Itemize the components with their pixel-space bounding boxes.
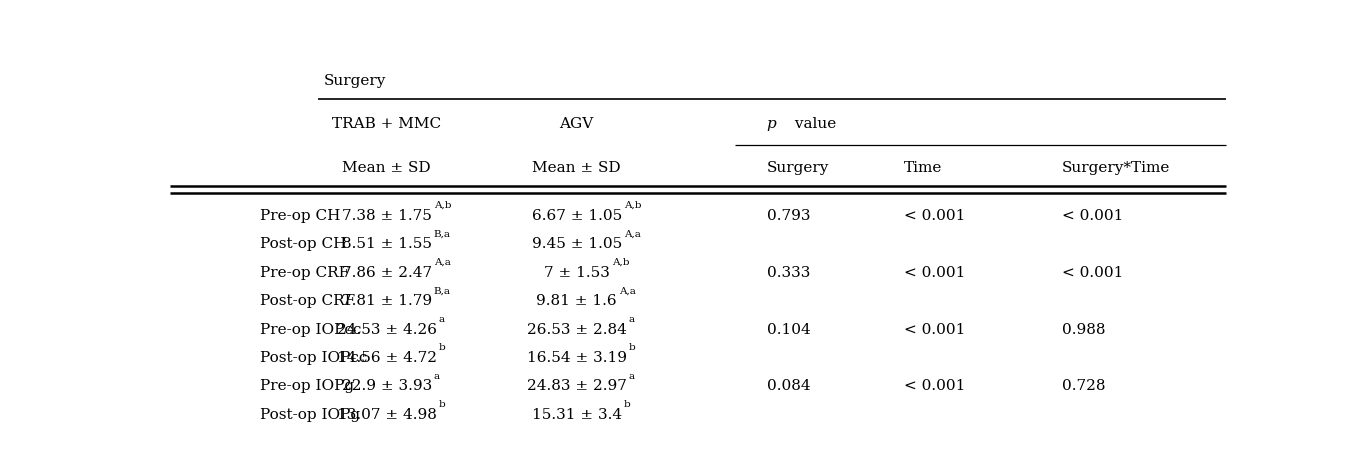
Text: 9.81 ± 1.6: 9.81 ± 1.6 — [537, 294, 617, 308]
Text: Post-op CH: Post-op CH — [260, 237, 346, 251]
Text: TRAB + MMC: TRAB + MMC — [332, 118, 441, 131]
Text: < 0.001: < 0.001 — [904, 209, 966, 223]
Text: Post-op CRF: Post-op CRF — [260, 294, 355, 308]
Text: b: b — [439, 400, 445, 409]
Text: 9.45 ± 1.05: 9.45 ± 1.05 — [531, 237, 622, 251]
Text: a: a — [439, 315, 445, 324]
Text: Post-op IOPg: Post-op IOPg — [260, 408, 360, 422]
Text: Pre-op IOPcc: Pre-op IOPcc — [260, 322, 361, 337]
Text: Surgery: Surgery — [323, 73, 385, 88]
Text: B,a: B,a — [433, 229, 451, 238]
Text: 24.53 ± 4.26: 24.53 ± 4.26 — [336, 322, 437, 337]
Text: 0.793: 0.793 — [767, 209, 810, 223]
Text: Time: Time — [904, 161, 943, 175]
Text: A,a: A,a — [434, 258, 451, 267]
Text: Mean ± SD: Mean ± SD — [342, 161, 430, 175]
Text: Surgery*Time: Surgery*Time — [1062, 161, 1170, 175]
Text: AGV: AGV — [560, 118, 594, 131]
Text: b: b — [629, 343, 636, 352]
Text: 7.81 ± 1.79: 7.81 ± 1.79 — [342, 294, 432, 308]
Text: < 0.001: < 0.001 — [1062, 209, 1124, 223]
Text: B,a: B,a — [434, 286, 451, 295]
Text: p: p — [767, 118, 776, 131]
Text: 0.084: 0.084 — [767, 380, 810, 393]
Text: A,b: A,b — [433, 201, 451, 210]
Text: 0.728: 0.728 — [1062, 380, 1106, 393]
Text: 26.53 ± 2.84: 26.53 ± 2.84 — [527, 322, 627, 337]
Text: a: a — [434, 372, 440, 381]
Text: A,b: A,b — [612, 258, 629, 267]
Text: a: a — [629, 315, 635, 324]
Text: 0.333: 0.333 — [767, 265, 810, 280]
Text: < 0.001: < 0.001 — [904, 322, 966, 337]
Text: 8.51 ± 1.55: 8.51 ± 1.55 — [342, 237, 432, 251]
Text: Mean ± SD: Mean ± SD — [533, 161, 621, 175]
Text: A,b: A,b — [624, 201, 642, 210]
Text: Pre-op CRF: Pre-op CRF — [260, 265, 349, 280]
Text: b: b — [439, 343, 445, 352]
Text: 7.86 ± 2.47: 7.86 ± 2.47 — [342, 265, 432, 280]
Text: < 0.001: < 0.001 — [904, 380, 966, 393]
Text: 13.07 ± 4.98: 13.07 ± 4.98 — [336, 408, 437, 422]
Text: value: value — [790, 118, 836, 131]
Text: 0.988: 0.988 — [1062, 322, 1106, 337]
Text: Pre-op CH: Pre-op CH — [260, 209, 340, 223]
Text: A,a: A,a — [620, 286, 636, 295]
Text: < 0.001: < 0.001 — [904, 265, 966, 280]
Text: 0.104: 0.104 — [767, 322, 810, 337]
Text: 14.56 ± 4.72: 14.56 ± 4.72 — [336, 351, 437, 365]
Text: 24.83 ± 2.97: 24.83 ± 2.97 — [527, 380, 627, 393]
Text: 6.67 ± 1.05: 6.67 ± 1.05 — [531, 209, 622, 223]
Text: b: b — [624, 400, 631, 409]
Text: Surgery: Surgery — [767, 161, 829, 175]
Text: 16.54 ± 3.19: 16.54 ± 3.19 — [527, 351, 627, 365]
Text: Pre-op IOPg: Pre-op IOPg — [260, 380, 354, 393]
Text: a: a — [629, 372, 635, 381]
Text: A,a: A,a — [624, 229, 640, 238]
Text: < 0.001: < 0.001 — [1062, 265, 1124, 280]
Text: 15.31 ± 3.4: 15.31 ± 3.4 — [531, 408, 621, 422]
Text: 7 ± 1.53: 7 ± 1.53 — [543, 265, 610, 280]
Text: 22.9 ± 3.93: 22.9 ± 3.93 — [342, 380, 432, 393]
Text: 7.38 ± 1.75: 7.38 ± 1.75 — [342, 209, 432, 223]
Text: Post-op IOPcc: Post-op IOPcc — [260, 351, 368, 365]
